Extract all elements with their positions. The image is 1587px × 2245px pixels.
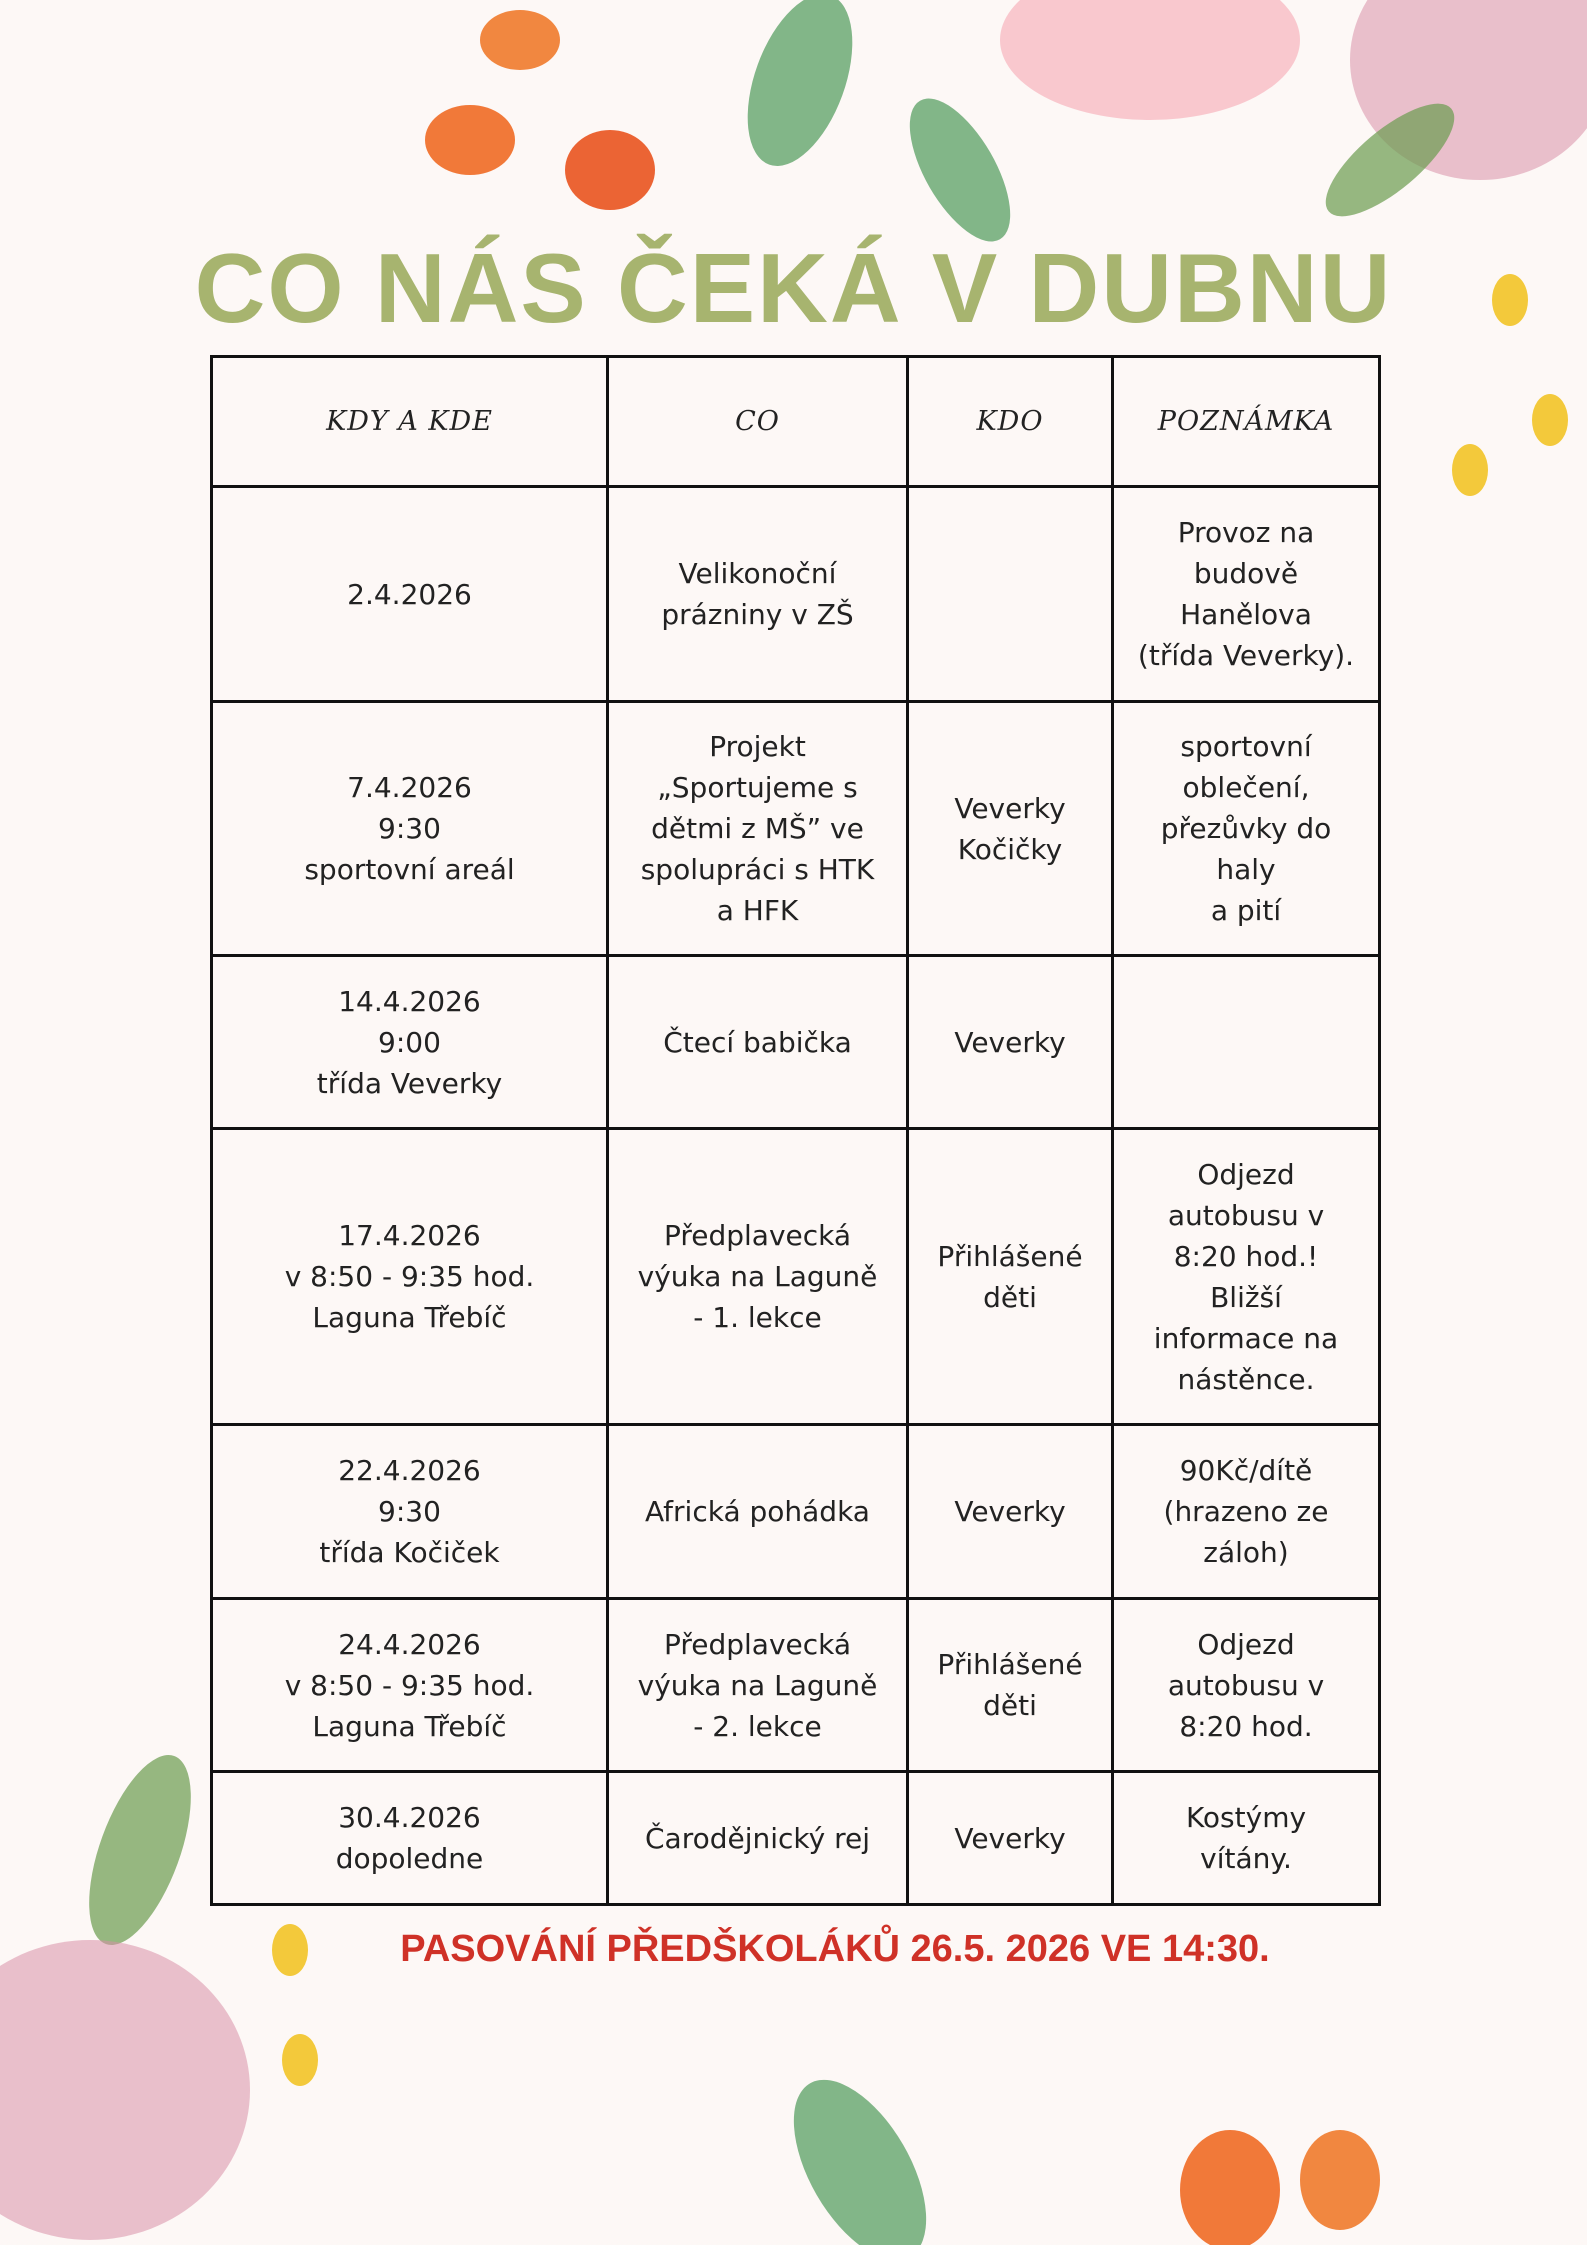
schedule-table: KDY A KDE CO KDO POZNÁMKA 2.4.2026 Velikonoč… [210, 355, 1381, 1906]
table-row: 24.4.2026 v 8:50 - 9:35 hod. Laguna Třeb… [210, 1597, 1381, 1773]
column-header: KDY A KDE [210, 355, 609, 488]
table-cell: sportovní oblečení, přezůvky do haly a p… [1111, 700, 1381, 957]
table-cell: 90Kč/dítě (hrazeno ze záloh) [1111, 1423, 1381, 1600]
footer-note: PASOVÁNÍ PŘEDŠKOLÁKŮ 26.5. 2026 VE 14:30… [400, 1928, 1270, 1970]
header-row: KDY A KDE CO KDO POZNÁMKA [210, 355, 1381, 488]
table-cell: 14.4.2026 9:00 třída Veverky [210, 954, 609, 1130]
table-cell: Veverky Kočičky [906, 700, 1114, 957]
table-cell: 30.4.2026 dopoledne [210, 1770, 609, 1906]
table-cell: Odjezd autobusu v 8:20 hod.! Bližší info… [1111, 1127, 1381, 1426]
table-cell: 2.4.2026 [210, 485, 609, 703]
table-cell: Předplavecká výuka na Laguně - 2. lekce [606, 1597, 909, 1773]
title: CO NÁS ČEKÁ V DUBNU [194, 233, 1393, 343]
table-cell: Předplavecká výuka na Laguně - 1. lekce [606, 1127, 909, 1426]
table-cell: Veverky [906, 1423, 1114, 1600]
table-cell: Přihlášené děti [906, 1127, 1114, 1426]
table-row: 14.4.2026 9:00 třída Veverky Čtecí babičk… [210, 954, 1381, 1130]
table-cell [1111, 954, 1381, 1130]
table-cell: Přihlášené děti [906, 1597, 1114, 1773]
table-row: 22.4.2026 9:30 třída Kočiček Africká pohá… [210, 1423, 1381, 1600]
table-cell: Projekt „Sportujeme s dětmi z MŠ” ve spo… [606, 700, 909, 957]
table-row: 7.4.2026 9:30 sportovní areál Projekt „Sp… [210, 700, 1381, 957]
column-header: POZNÁMKA [1111, 355, 1381, 488]
table-cell: Velikonoční prázniny v ZŠ [606, 485, 909, 703]
table-row: 17.4.2026 v 8:50 - 9:35 hod. Laguna Třeb… [210, 1127, 1381, 1426]
table-cell: Čarodějnický rej [606, 1770, 909, 1906]
table-cell [906, 485, 1114, 703]
table-cell: Čtecí babička [606, 954, 909, 1130]
table-cell: Odjezd autobusu v 8:20 hod. [1111, 1597, 1381, 1773]
column-header: CO [606, 355, 909, 488]
table-cell: Veverky [906, 954, 1114, 1130]
table-cell: Kostýmy vítány. [1111, 1770, 1381, 1906]
table-cell: Provoz na budově Hanělova (třída Veverky… [1111, 485, 1381, 703]
table-row: 2.4.2026 Velikonoční prázniny v ZŠ Provoz … [210, 485, 1381, 703]
table-cell: 24.4.2026 v 8:50 - 9:35 hod. Laguna Třeb… [210, 1597, 609, 1773]
column-header: KDO [906, 355, 1114, 488]
table-cell: Veverky [906, 1770, 1114, 1906]
table-cell: 7.4.2026 9:30 sportovní areál [210, 700, 609, 957]
table-cell: 22.4.2026 9:30 třída Kočiček [210, 1423, 609, 1600]
table-row: 30.4.2026 dopoledne Čarodějnický rej Vever… [210, 1770, 1381, 1906]
table-cell: Africká pohádka [606, 1423, 909, 1600]
table-cell: 17.4.2026 v 8:50 - 9:35 hod. Laguna Třeb… [210, 1127, 609, 1426]
